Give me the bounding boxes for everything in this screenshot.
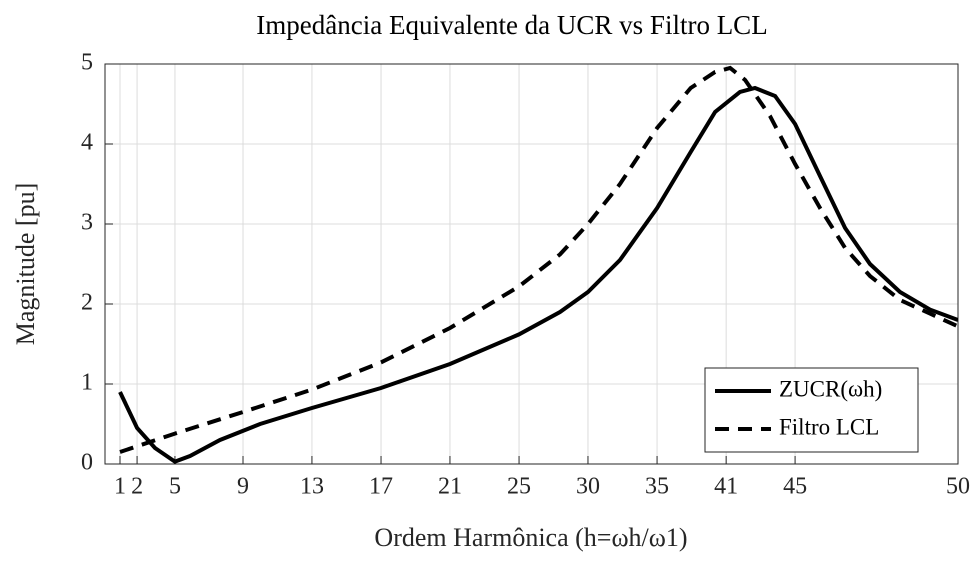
x-tick-label: 45: [783, 474, 807, 500]
chart-title: Impedância Equivalente da UCR vs Filtro …: [256, 10, 767, 40]
line-series: [119, 65, 958, 454]
y-tick-label: 0: [81, 450, 93, 476]
y-tick-label: 1: [81, 370, 93, 396]
y-tick-label: 2: [81, 290, 93, 316]
x-tick-label: 9: [237, 474, 249, 500]
line-series: [118, 85, 958, 464]
x-tick-label: 13: [300, 474, 324, 500]
x-tick-label: 50: [946, 474, 970, 500]
x-tick-label: 17: [369, 474, 393, 500]
x-tick-label: 5: [169, 474, 181, 500]
x-tick-label: 25: [507, 474, 531, 500]
legend-label: ZUCR(ωh): [779, 376, 882, 401]
x-tick-label: 35: [645, 474, 669, 500]
plot-frame: [104, 63, 959, 465]
y-axis-label: Magnitude [pu]: [11, 183, 40, 345]
x-tick-label: 30: [576, 474, 600, 500]
x-tick-label: 1: [114, 474, 126, 500]
y-tick-label: 3: [81, 210, 93, 236]
legend-label: Filtro LCL: [779, 414, 879, 439]
y-tick-label: 5: [81, 50, 93, 76]
y-tick-label: 4: [81, 130, 93, 156]
x-axis-label: Ordem Harmônica (h=ωh/ω1): [374, 523, 687, 552]
legend-box: [704, 367, 919, 453]
x-tick-label: 41: [714, 474, 738, 500]
x-tick-label: 2: [131, 474, 143, 500]
x-tick-label: 21: [438, 474, 462, 500]
